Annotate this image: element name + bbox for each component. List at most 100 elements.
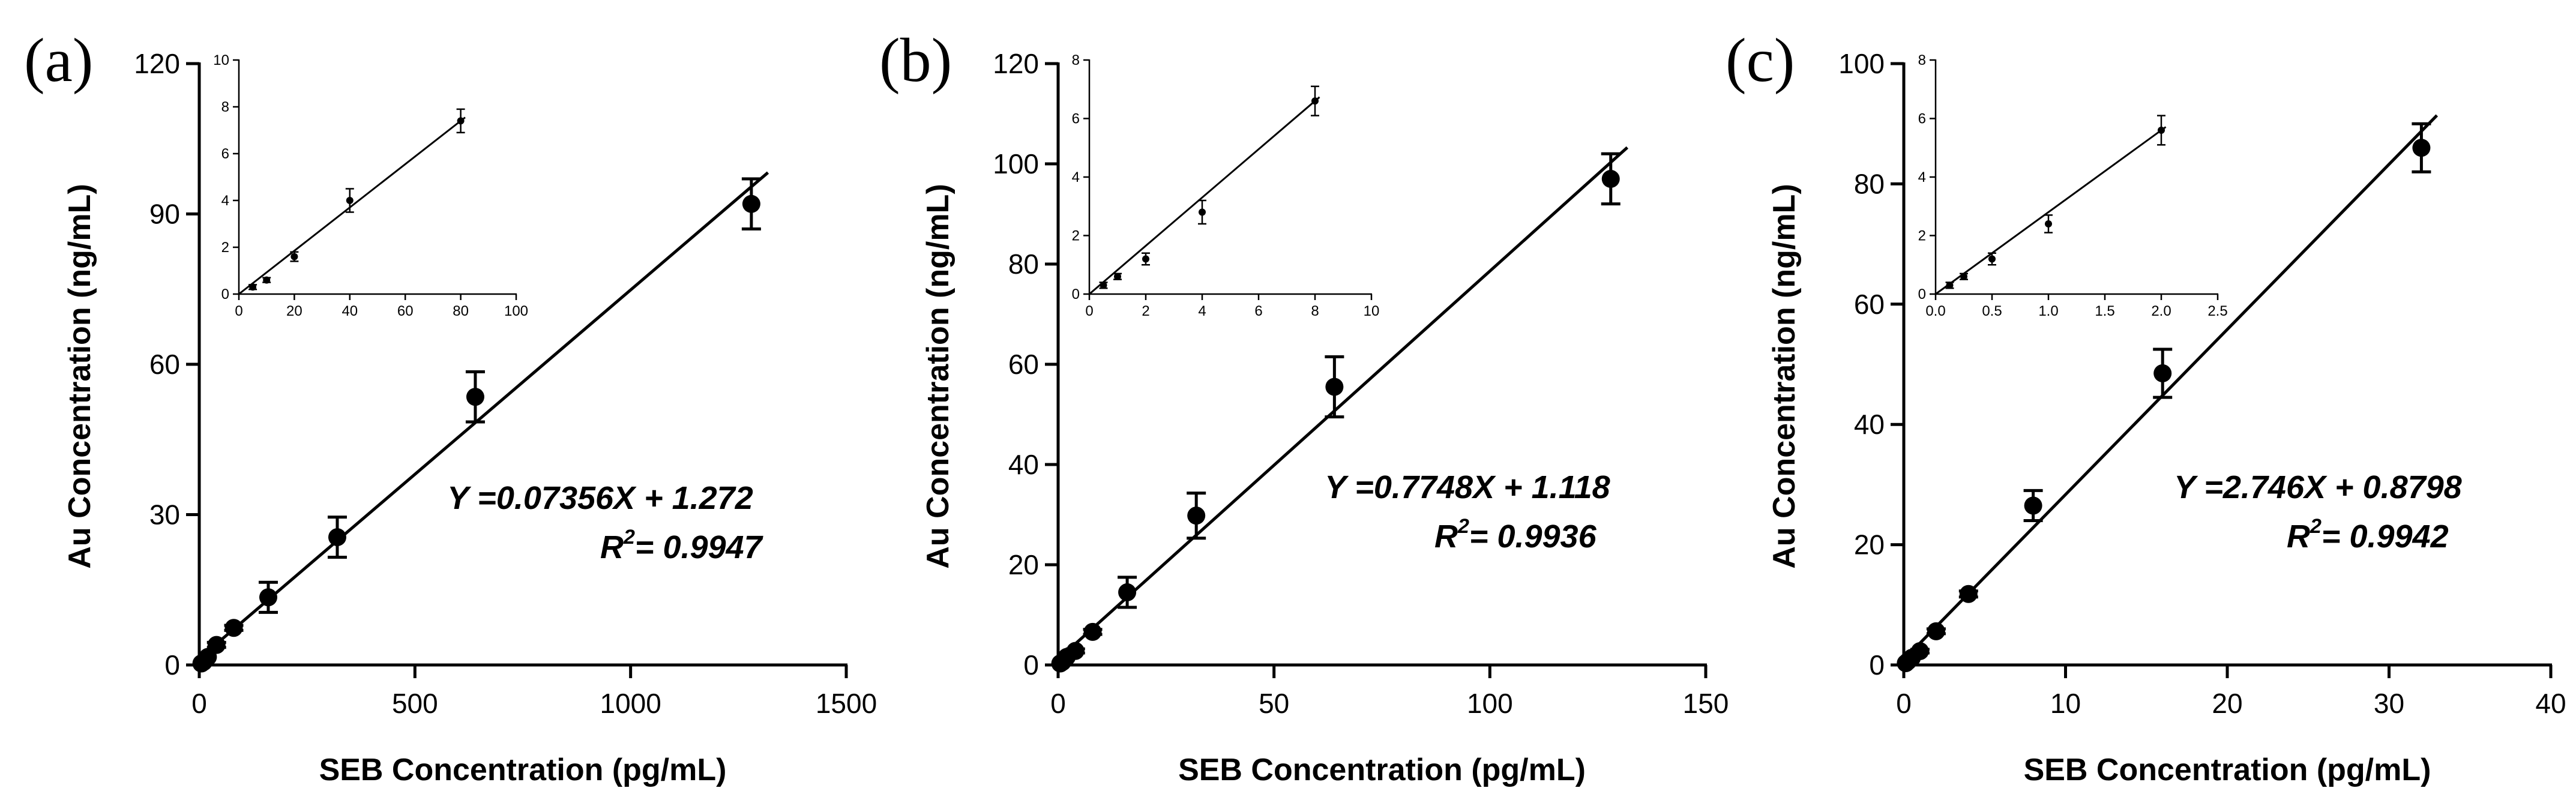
inset-data-point xyxy=(2158,127,2165,134)
fit-line xyxy=(198,171,769,660)
data-point xyxy=(259,588,277,607)
inset-x-tick-label: 20 xyxy=(286,303,302,319)
inset-x-tick-label: 0.0 xyxy=(1925,303,1945,319)
inset-x-tick-label: 0.5 xyxy=(1982,303,2002,319)
inset-x-tick-label: 4 xyxy=(1198,303,1206,319)
x-tick-label: 500 xyxy=(392,688,438,719)
inset-y-tick-label: 0 xyxy=(1918,286,1926,302)
y-tick-label: 0 xyxy=(164,649,180,681)
inset-data-point xyxy=(1988,255,1996,263)
inset-x-tick-label: 1.5 xyxy=(2095,303,2114,319)
inset-x-tick-label: 8 xyxy=(1311,303,1319,319)
r-squared-value: = 0.9942 xyxy=(2322,519,2449,555)
y-tick-label: 60 xyxy=(149,349,180,380)
data-point xyxy=(224,619,243,637)
y-tick-label: 90 xyxy=(149,199,180,230)
inset-y-tick-label: 4 xyxy=(1918,169,1926,185)
inset-y-tick-label: 2 xyxy=(1072,228,1080,244)
x-tick-label: 100 xyxy=(1467,688,1513,719)
y-tick-label: 100 xyxy=(993,148,1039,179)
r-squared-value: = 0.9947 xyxy=(635,529,764,565)
inset-y-tick-label: 4 xyxy=(1072,169,1080,185)
inset-plot: 0 20 40 60 80 100 0 2 4 6 8 10 xyxy=(213,52,528,319)
y-tick-label: 60 xyxy=(1008,349,1039,380)
data-point xyxy=(1118,583,1137,601)
y-tick-label: 60 xyxy=(1854,289,1885,320)
data-point xyxy=(1910,642,1929,660)
inset-y-tick-label: 8 xyxy=(1072,52,1080,68)
inset-data-point xyxy=(1311,97,1319,105)
data-point xyxy=(207,636,226,654)
inset-data-point xyxy=(1199,208,1206,216)
data-point xyxy=(328,528,346,547)
inset-x-tick-label: 6 xyxy=(1254,303,1262,319)
data-point xyxy=(1927,622,1945,640)
x-tick-label: 20 xyxy=(2212,688,2242,719)
y-tick-label: 80 xyxy=(1008,248,1039,280)
x-tick-label: 10 xyxy=(2050,688,2081,719)
inset-x-tick-label: 1.0 xyxy=(2038,303,2058,319)
inset-x-tick-label: 60 xyxy=(397,303,414,319)
inset-data-point xyxy=(1946,281,1954,289)
inset-data-point xyxy=(346,197,354,204)
inset-fit-line xyxy=(1935,126,2167,295)
y-tick-label: 100 xyxy=(1838,48,1885,79)
inset-x-tick-label: 2.5 xyxy=(2207,303,2227,319)
inset-y-tick-label: 8 xyxy=(1918,52,1926,68)
inset-data-point xyxy=(457,117,465,125)
data-point xyxy=(1187,507,1206,525)
inset-fit-line xyxy=(1089,96,1320,295)
data-point xyxy=(466,388,484,406)
x-axis-label: SEB Concentration (pg/mL) xyxy=(2024,753,2431,787)
inset-x-tick-label: 100 xyxy=(504,303,528,319)
y-tick-label: 120 xyxy=(993,48,1039,79)
data-point xyxy=(2024,496,2042,515)
inset-data-point xyxy=(249,283,257,291)
inset-data-point xyxy=(263,276,271,284)
r-squared-superscript: 2 xyxy=(1457,515,1469,538)
data-point xyxy=(2153,364,2172,383)
fit-line xyxy=(1057,146,1629,661)
r-squared: R2= 0.9947 xyxy=(600,526,764,565)
x-tick-label: 1500 xyxy=(816,688,877,719)
inset-x-tick-label: 80 xyxy=(453,303,469,319)
fit-equation: Y =2.746X + 0.8798 xyxy=(2174,469,2461,505)
inset-data-point xyxy=(1960,272,1967,280)
panel-label: (b) xyxy=(879,26,952,95)
x-tick-label: 150 xyxy=(1683,688,1729,719)
inset-x-tick-label: 0 xyxy=(1085,303,1093,319)
inset-y-tick-label: 6 xyxy=(1918,111,1926,127)
inset-data-point xyxy=(290,253,298,260)
inset-y-tick-label: 6 xyxy=(1072,111,1080,127)
data-point xyxy=(1325,377,1344,396)
inset-plot: 0 2 4 6 8 10 0 2 4 6 8 xyxy=(1072,52,1380,319)
y-tick-label: 80 xyxy=(1854,168,1885,199)
inset-x-tick-label: 2 xyxy=(1142,303,1149,319)
inset-y-tick-label: 0 xyxy=(221,286,229,302)
x-axis-label: SEB Concentration (pg/mL) xyxy=(1178,753,1586,787)
x-tick-label: 0 xyxy=(1896,688,1912,719)
x-tick-label: 50 xyxy=(1259,688,1289,719)
data-point xyxy=(1601,170,1620,188)
inset-x-tick-label: 40 xyxy=(342,303,358,319)
r-squared: R2= 0.9942 xyxy=(2287,515,2449,555)
inset-x-tick-label: 2.0 xyxy=(2151,303,2171,319)
y-tick-label: 20 xyxy=(1008,549,1039,580)
inset-y-tick-label: 2 xyxy=(1918,228,1926,244)
fit-equation: Y =0.07356X + 1.272 xyxy=(447,480,753,516)
data-point xyxy=(1959,585,1978,603)
inset-data-point xyxy=(2045,220,2052,227)
data-point xyxy=(1066,642,1085,660)
inset-y-tick-label: 6 xyxy=(221,146,229,162)
inset-y-tick-label: 4 xyxy=(221,193,229,209)
inset-y-tick-label: 2 xyxy=(221,239,229,256)
inset-data-point xyxy=(1100,281,1107,289)
r-squared-superscript: 2 xyxy=(623,526,635,549)
panel-label: (a) xyxy=(24,26,93,95)
inset-y-tick-label: 8 xyxy=(221,99,229,115)
x-axis-label: SEB Concentration (pg/mL) xyxy=(319,753,727,787)
r-squared-symbol: R xyxy=(1434,519,1458,555)
